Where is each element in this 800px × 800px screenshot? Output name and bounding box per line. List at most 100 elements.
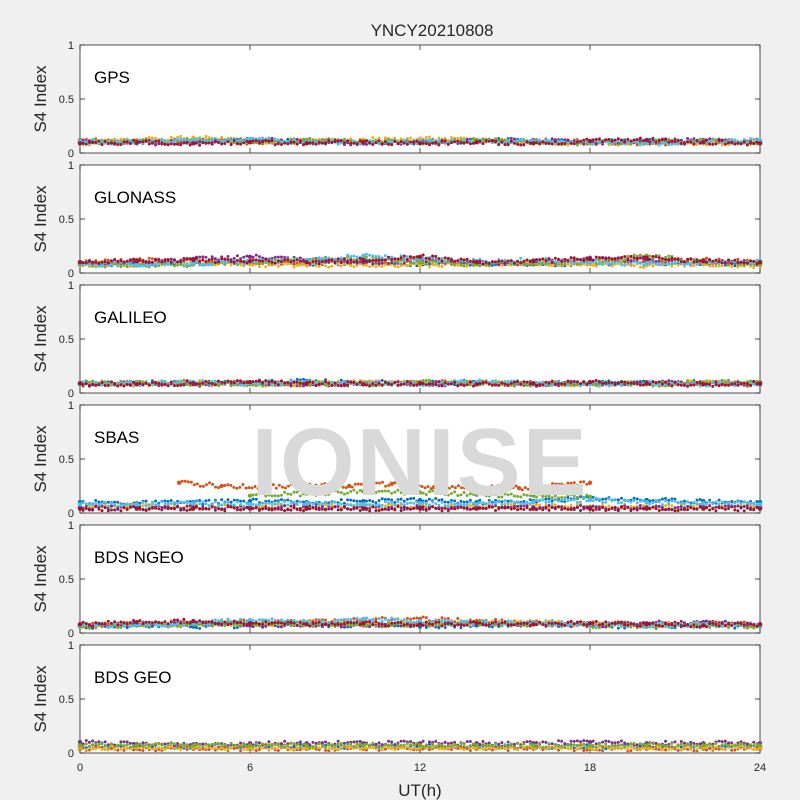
- data-point-interp: [204, 255, 208, 259]
- data-point-interp: [342, 382, 346, 386]
- data-point-interp: [226, 379, 230, 383]
- data-point-interp: [490, 139, 494, 143]
- data-point-interp: [579, 260, 583, 264]
- data-point-interp: [154, 499, 158, 503]
- data-point-interp: [478, 139, 482, 143]
- data-point-interp: [594, 262, 598, 266]
- data-point-interp: [632, 253, 636, 257]
- data-point-interp: [572, 142, 576, 146]
- data-point-interp: [509, 136, 513, 140]
- data-point-interp: [560, 382, 564, 386]
- data-point-interp: [597, 258, 601, 262]
- data-point-interp: [242, 141, 246, 145]
- data-point-interp: [509, 139, 513, 143]
- data-point-interp: [186, 480, 190, 484]
- data-point-interp: [154, 381, 158, 385]
- data-point-interp: [736, 257, 740, 261]
- data-point-interp: [717, 384, 721, 388]
- data-point-interp: [449, 141, 453, 145]
- data-point-interp: [670, 139, 674, 143]
- data-point: [247, 380, 253, 385]
- data-point-interp: [380, 261, 384, 265]
- data-point: [417, 141, 423, 146]
- data-point-interp: [547, 257, 551, 261]
- data-point-interp: [182, 138, 186, 142]
- data-point-interp: [673, 261, 677, 265]
- data-point-interp: [478, 264, 482, 268]
- data-point-interp: [273, 143, 277, 147]
- data-point-interp: [188, 263, 192, 267]
- data-point-interp: [355, 264, 359, 268]
- data-point-interp: [198, 139, 202, 143]
- data-point-interp: [465, 379, 469, 383]
- data-point-interp: [670, 261, 674, 265]
- data-point-interp: [198, 263, 202, 267]
- data-point-interp: [752, 265, 756, 269]
- data-point-interp: [116, 384, 120, 388]
- data-point-interp: [292, 262, 296, 266]
- data-point-interp: [390, 382, 394, 386]
- data-point-interp: [244, 486, 248, 490]
- data-point-interp: [176, 384, 180, 388]
- panel-label: GPS: [94, 68, 130, 87]
- data-point-interp: [541, 257, 545, 261]
- data-point-interp: [462, 141, 466, 145]
- data-point-interp: [295, 137, 299, 141]
- data-point-interp: [144, 260, 148, 264]
- data-point-interp: [431, 254, 435, 258]
- data-point-interp: [201, 381, 205, 385]
- data-point-interp: [223, 483, 227, 487]
- data-point-interp: [604, 381, 608, 385]
- data-point-interp: [682, 142, 686, 146]
- data-point-interp: [276, 259, 280, 263]
- data-point-interp: [465, 262, 469, 266]
- data-point-interp: [128, 380, 132, 384]
- data-point-interp: [292, 265, 296, 269]
- data-point-interp: [720, 264, 724, 268]
- data-point-interp: [405, 380, 409, 384]
- data-point-interp: [506, 139, 510, 143]
- data-point-interp: [431, 259, 435, 263]
- data-point-interp: [103, 258, 107, 262]
- data-point-interp: [405, 258, 409, 262]
- data-point-interp: [509, 259, 513, 263]
- data-point-interp: [226, 254, 230, 258]
- data-point-interp: [150, 136, 154, 140]
- data-point-interp: [116, 381, 120, 385]
- data-point-interp: [616, 498, 620, 502]
- data-point-interp: [364, 252, 368, 256]
- data-point-interp: [169, 499, 173, 503]
- data-point-interp: [182, 141, 186, 145]
- data-point-interp: [730, 499, 734, 503]
- data-point-interp: [399, 383, 403, 387]
- data-point-interp: [103, 265, 107, 269]
- data-point-interp: [591, 138, 595, 142]
- data-point-interp: [163, 258, 167, 262]
- data-point-interp: [456, 384, 460, 388]
- data-point-interp: [229, 483, 233, 487]
- data-point-interp: [128, 139, 132, 143]
- data-point-interp: [613, 142, 617, 146]
- data-point-interp: [506, 383, 510, 387]
- data-point-interp: [468, 263, 472, 267]
- data-point-interp: [213, 383, 217, 387]
- data-point-interp: [119, 143, 123, 147]
- data-point-interp: [327, 139, 331, 143]
- data-point-interp: [635, 140, 639, 144]
- data-point-interp: [654, 262, 658, 266]
- data-point-interp: [651, 136, 655, 140]
- data-point-interp: [519, 382, 523, 386]
- data-point-interp: [613, 383, 617, 387]
- data-point-interp: [572, 384, 576, 388]
- data-point-interp: [427, 265, 431, 269]
- data-point-interp: [739, 140, 743, 144]
- data-point-interp: [547, 139, 551, 143]
- data-point-interp: [320, 141, 324, 145]
- data-point-interp: [730, 382, 734, 386]
- data-point-interp: [582, 142, 586, 146]
- data-point-interp: [383, 258, 387, 262]
- data-point-interp: [427, 143, 431, 147]
- data-point-interp: [87, 140, 91, 144]
- data-point: [134, 382, 139, 387]
